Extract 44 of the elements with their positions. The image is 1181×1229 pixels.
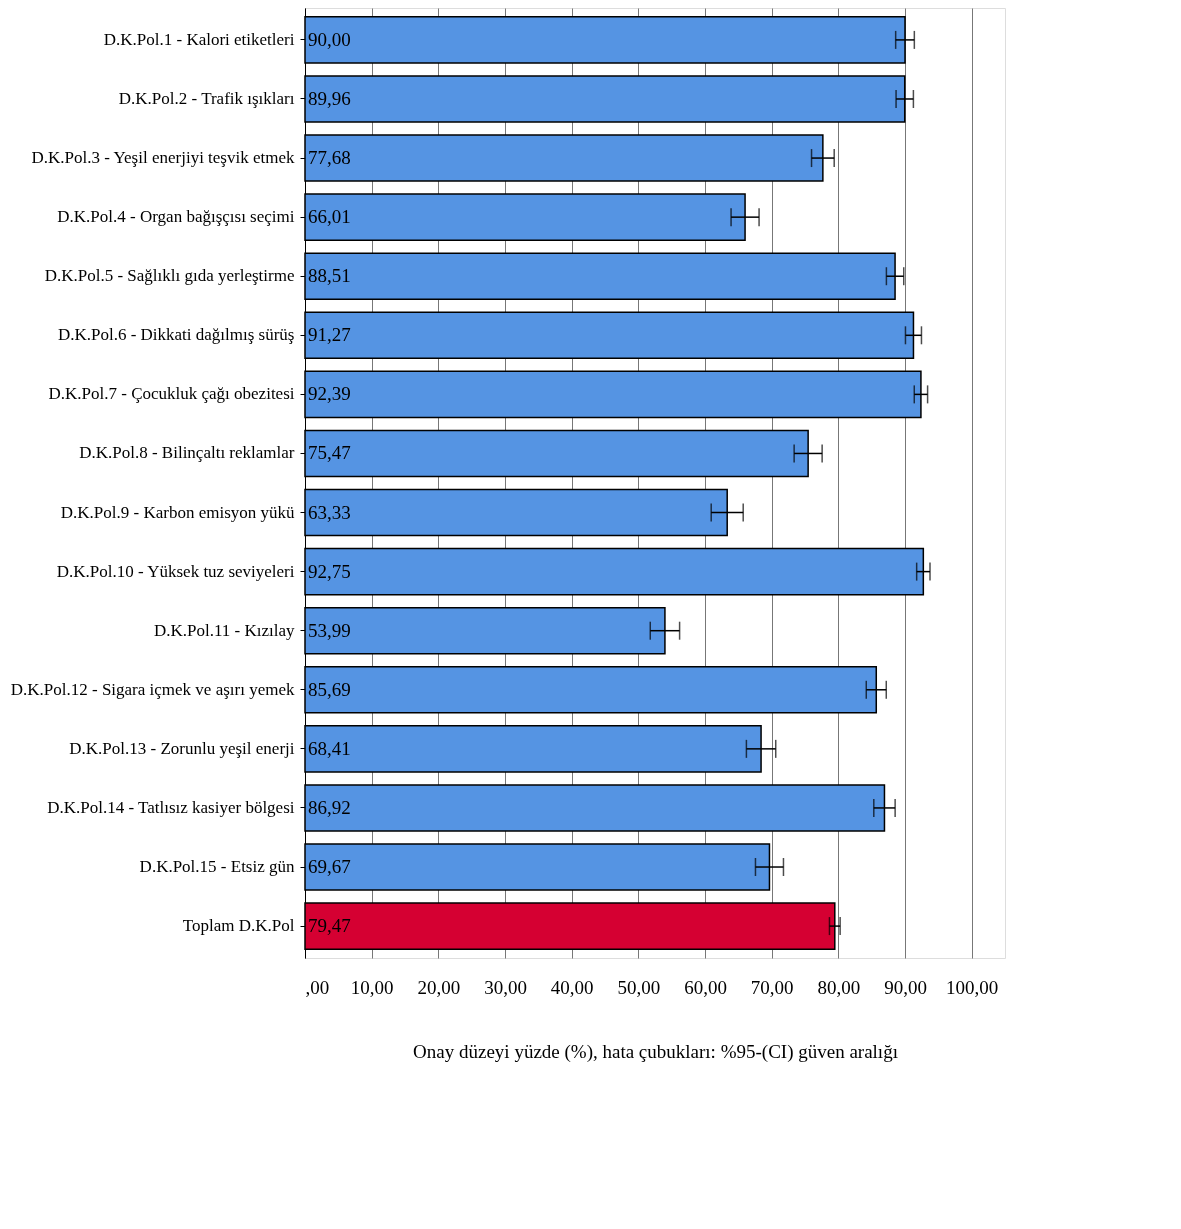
y-tick-label: D.K.Pol.9 - Karbon emisyon yükü bbox=[60, 502, 295, 522]
data-label: 77,68 bbox=[308, 147, 351, 169]
x-tick-label: 30,00 bbox=[484, 976, 527, 998]
y-tick-label: D.K.Pol.8 - Bilinçaltı reklamlar bbox=[79, 443, 295, 463]
x-axis-title: Onay düzeyi yüzde (%), hata çubukları: %95-(CI) güven aralığı bbox=[413, 1040, 898, 1063]
x-tick-label: 10,00 bbox=[350, 976, 394, 998]
x-tick-label: 70,00 bbox=[750, 976, 794, 998]
data-label: 85,69 bbox=[308, 678, 351, 700]
data-label: 79,47 bbox=[308, 915, 351, 937]
data-label: 75,47 bbox=[308, 442, 351, 464]
x-tick-label: 90,00 bbox=[884, 976, 927, 998]
x-tick-label: 100,00 bbox=[946, 976, 999, 998]
data-label: 90,00 bbox=[308, 28, 351, 50]
y-tick-label: D.K.Pol.5 - Sağlıklı gıda yerleştirme bbox=[44, 266, 295, 286]
data-label: 91,27 bbox=[308, 324, 351, 346]
x-tick-label: ,00 bbox=[305, 976, 330, 998]
y-tick-label: D.K.Pol.2 - Trafik ışıkları bbox=[118, 88, 295, 108]
data-label: 86,92 bbox=[308, 796, 351, 818]
y-tick-label: D.K.Pol.7 - Çocukluk çağı obezitesi bbox=[48, 384, 295, 404]
data-label: 92,75 bbox=[308, 560, 351, 582]
data-label: 53,99 bbox=[308, 619, 351, 641]
y-tick-label: D.K.Pol.3 - Yeşil enerjiyi teşvik etmek bbox=[31, 148, 295, 168]
y-tick-label: D.K.Pol.13 - Zorunlu yeşil enerji bbox=[69, 738, 295, 758]
y-tick-label: D.K.Pol.1 - Kalori etiketleri bbox=[103, 29, 295, 49]
x-tick-label: 40,00 bbox=[550, 976, 594, 998]
data-label: 68,41 bbox=[308, 737, 351, 759]
data-label: 63,33 bbox=[308, 501, 351, 523]
y-tick-label: D.K.Pol.14 - Tatlısız kasiyer bölgesi bbox=[47, 797, 295, 817]
x-tick-label: 50,00 bbox=[617, 976, 661, 998]
y-tick-label: Toplam D.K.Pol bbox=[182, 916, 295, 936]
data-label: 66,01 bbox=[308, 206, 351, 228]
data-label: 88,51 bbox=[308, 265, 351, 287]
x-tick-label: 20,00 bbox=[417, 976, 461, 998]
x-tick-label: 80,00 bbox=[817, 976, 861, 998]
y-tick-label: D.K.Pol.10 - Yüksek tuz seviyeleri bbox=[56, 561, 295, 581]
y-tick-label: D.K.Pol.4 - Organ bağışçısı seçimi bbox=[57, 207, 295, 227]
y-tick-label: D.K.Pol.11 - Kızılay bbox=[153, 620, 295, 640]
y-tick-label: D.K.Pol.12 - Sigara içmek ve aşırı yemek bbox=[10, 679, 295, 699]
y-tick-label: D.K.Pol.15 - Etsiz gün bbox=[139, 857, 295, 877]
data-label: 92,39 bbox=[308, 383, 351, 405]
x-tick-label: 60,00 bbox=[684, 976, 727, 998]
data-label: 89,96 bbox=[308, 87, 351, 109]
data-label: 69,67 bbox=[308, 856, 351, 878]
y-tick-label: D.K.Pol.6 - Dikkati dağılmış sürüş bbox=[57, 325, 295, 345]
